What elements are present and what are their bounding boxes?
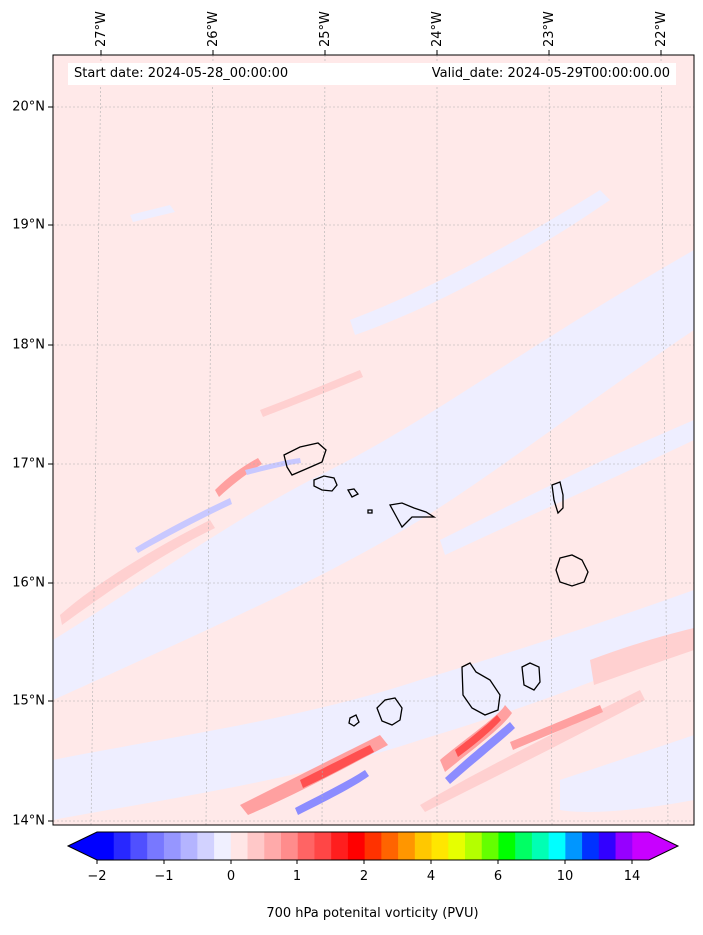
colorbar-swatch (465, 832, 483, 860)
colorbar-swatch (598, 832, 617, 860)
colorbar-swatch (632, 832, 650, 860)
negative-streak-west (135, 498, 232, 553)
colorbar-swatch (314, 832, 332, 860)
lon-label-27w: 27°W (94, 11, 109, 47)
island-santa-luzia (346, 488, 360, 498)
lat-label-16n: 16°N (12, 575, 45, 591)
colorbar-swatch (180, 832, 198, 860)
negative-patch-se (560, 735, 694, 812)
positive-streak-east (510, 705, 603, 750)
colorbar (66, 831, 680, 864)
colorbar-tick-label: 0 (226, 869, 236, 884)
island-boa-vista (555, 554, 589, 587)
island-sal (551, 481, 564, 515)
colorbar-tick-label: −2 (87, 869, 107, 884)
colorbar-swatch (130, 832, 148, 860)
island-sao-nicolau (388, 502, 437, 529)
negative-streak-south (295, 770, 369, 815)
lat-label-15n: 15°N (12, 693, 45, 709)
colorbar-high-extend (649, 832, 678, 860)
valid-date: Valid_date: 2024-05-29T00:00:00.00 (431, 66, 670, 81)
colorbar-tick-label: 1 (292, 869, 302, 884)
negative-streak-mid (440, 420, 694, 555)
positive-streak-nw-1 (260, 370, 363, 417)
island-fogo (376, 697, 403, 726)
negative-band-south (53, 590, 694, 820)
positive-streak-se-1 (590, 628, 694, 685)
colorbar-swatch (297, 832, 316, 860)
colorbar-swatch (264, 832, 282, 860)
colorbar-tick-label: 4 (426, 869, 436, 884)
negative-streak-nw (130, 205, 175, 222)
colorbar-swatch (548, 832, 566, 860)
lon-label-24w: 24°W (430, 11, 445, 47)
positive-streak-west (60, 520, 215, 625)
start-date: Start date: 2024-05-28_00:00:00 (74, 66, 289, 81)
negative-streak-north (350, 190, 610, 335)
island-maio (521, 662, 541, 691)
colorbar-swatch (347, 832, 366, 860)
colorbar-swatch (331, 832, 349, 860)
coastlines (283, 442, 589, 727)
lat-label-18n: 18°N (12, 337, 45, 353)
date-info-box: Start date: 2024-05-28_00:00:00 Valid_da… (68, 63, 676, 85)
lat-label-19n: 19°N (12, 217, 45, 233)
colorbar-swatch (214, 832, 232, 860)
colorbar-swatch (97, 832, 115, 860)
lon-label-26w: 26°W (206, 11, 221, 47)
colorbar-tick-label: 2 (359, 869, 369, 884)
colorbar-swatch (431, 832, 449, 860)
colorbar-swatch (364, 832, 382, 860)
colorbar-label: 700 hPa potenital vorticity (PVU) (266, 906, 479, 921)
colorbar-tick-label: 10 (556, 869, 574, 884)
island-santo-antao (283, 442, 327, 476)
colorbar-swatch (531, 832, 550, 860)
positive-core-south-strong (300, 745, 374, 788)
colorbar-low-extend (68, 832, 97, 860)
lon-label-25w: 25°W (318, 11, 333, 47)
colorbar-tick-label: 14 (623, 869, 641, 884)
colorbar-swatch (113, 832, 132, 860)
colorbar-swatch (615, 832, 633, 860)
colorbar-swatch (448, 832, 466, 860)
colorbar-swatch (498, 832, 516, 860)
colorbar-tick-label: 6 (493, 869, 503, 884)
colorbar-swatch (515, 832, 533, 860)
lat-label-14n: 14°N (12, 813, 45, 829)
colorbar-swatch (197, 832, 215, 860)
colorbar-swatch (381, 832, 399, 860)
colorbar-swatch (163, 832, 182, 860)
colorbar-swatch (398, 832, 416, 860)
colorbar-swatch (582, 832, 600, 860)
colorbar-swatch (565, 832, 583, 860)
colorbar-swatch (281, 832, 299, 860)
lat-label-20n: 20°N (12, 99, 45, 115)
positive-core-se-strong (455, 715, 501, 757)
island-brava (348, 714, 360, 727)
colorbar-swatch (230, 832, 249, 860)
negative-streak-se (445, 722, 515, 784)
island-raso (367, 509, 373, 514)
colorbar-swatch (247, 832, 265, 860)
graticule (53, 55, 694, 825)
colorbar-swatch (414, 832, 433, 860)
negative-band-main (53, 250, 694, 700)
lon-label-23w: 23°W (542, 11, 557, 47)
island-sao-vicente (313, 475, 338, 492)
island-santiago (461, 662, 501, 716)
colorbar-swatch (147, 832, 165, 860)
positive-streak-se-2 (420, 690, 645, 812)
positive-streak-nw-2 (215, 458, 262, 497)
lon-label-22w: 22°W (654, 11, 669, 47)
lat-label-17n: 17°N (12, 456, 45, 472)
map-frame (52, 54, 695, 826)
axis-ticks (48, 50, 662, 822)
colorbar-tick-label: −1 (154, 869, 174, 884)
colorbar-swatch (481, 832, 500, 860)
vorticity-field (53, 55, 694, 825)
negative-streak-nw-3 (245, 458, 301, 475)
